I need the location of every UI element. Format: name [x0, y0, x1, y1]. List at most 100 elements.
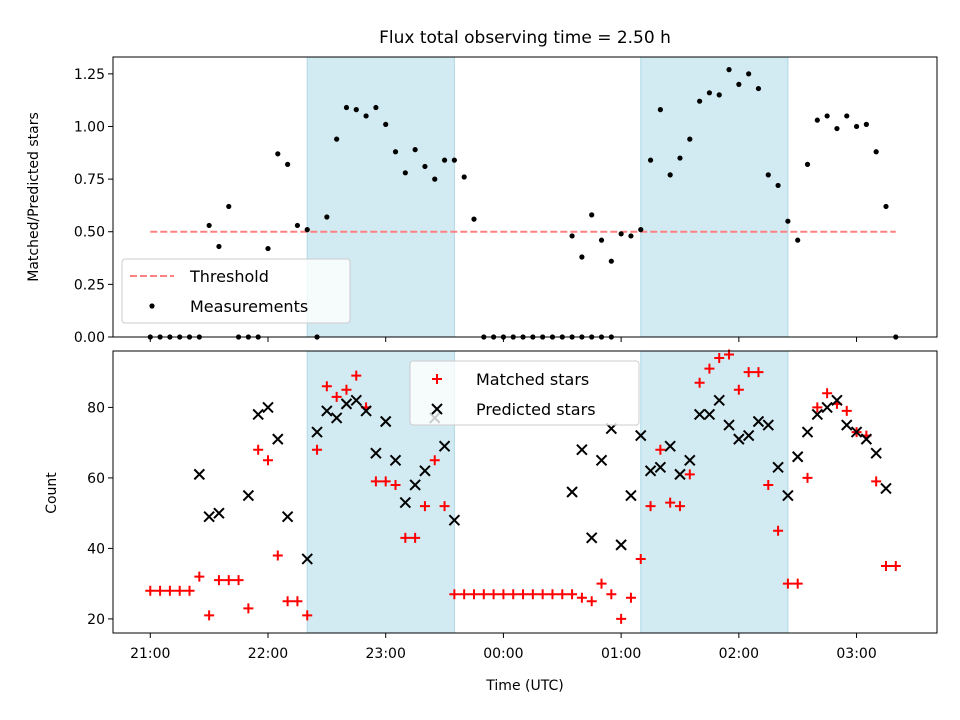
legend-threshold-label: Threshold [189, 267, 269, 286]
top-measurements-point-77 [853, 123, 860, 130]
bottom-matched-stars-point-2 [164, 585, 175, 596]
bottom-matched-stars-point-55 [684, 469, 695, 480]
bottom-matched-stars-point-30 [439, 501, 450, 512]
top-measurements-point-29 [432, 176, 438, 182]
bottom-matched-stars-point-51 [645, 501, 656, 512]
bottom-predicted-stars-point-30 [625, 489, 637, 502]
bottom-matched-stars-point-38 [518, 589, 529, 600]
bottom-matched-stars-point-75 [880, 561, 891, 572]
bottom-matched-stars-point-18 [321, 381, 332, 392]
bottom-matched-stars-point-20 [341, 384, 352, 395]
top-measurements-point-65 [736, 81, 742, 87]
top-measurements-point-23 [373, 104, 379, 111]
bottom-predicted-stars-point-2 [213, 507, 225, 519]
bottom-predicted-stars-point-4 [252, 408, 264, 421]
bottom-matched-stars-point-76 [890, 561, 901, 572]
top-measurements-point-71 [795, 237, 801, 243]
bottom-predicted-stars-point-17 [389, 454, 402, 466]
bottom-predicted-stars-point-35 [674, 468, 686, 481]
bottom-matched-stars-point-49 [625, 592, 636, 603]
x-tick-label-2: 23:00 [366, 646, 406, 662]
bottom-predicted-stars-point-50 [821, 401, 833, 414]
bottom-matched-stars-point-48 [616, 613, 627, 624]
bottom-matched-stars-point-12 [262, 455, 273, 466]
chart-title: Flux total observing time = 2.50 h [379, 28, 671, 48]
bottom-predicted-stars-point-45 [772, 461, 784, 474]
bottom-matched-stars-point-63 [763, 479, 774, 490]
bottom-predicted-stars-point-23 [448, 514, 461, 526]
top-measurements-point-7 [216, 243, 222, 250]
bottom-matched-stars-point-23 [370, 476, 381, 487]
legend-matched-label: Matched stars [476, 370, 589, 389]
bottom-predicted-stars-point-41 [733, 433, 745, 445]
top-measurements-point-32 [461, 174, 467, 180]
bottom-predicted-stars-point-36 [684, 454, 696, 466]
x-axis-label: Time (UTC) [485, 678, 563, 694]
legend-measurements-label: Measurements [190, 297, 308, 316]
bottom-matched-stars-point-66 [792, 578, 803, 589]
bottom-matched-stars-point-26 [400, 532, 411, 543]
bottom-predicted-stars-point-48 [801, 426, 814, 438]
bottom-matched-stars-point-50 [635, 553, 646, 564]
bottom-matched-stars-point-4 [184, 585, 195, 596]
bottom-matched-stars-point-17 [312, 444, 323, 455]
bottom-matched-stars-point-16 [302, 610, 313, 621]
top-measurements-point-69 [775, 182, 781, 189]
bottom-legend-box [409, 360, 640, 426]
top-measurements-point-13 [275, 151, 281, 157]
bottom-predicted-stars-point-29 [615, 539, 627, 551]
bottom-predicted-stars-point-22 [438, 440, 451, 452]
bottom-predicted-stars-point-32 [644, 465, 657, 477]
top-measurements-point-19 [334, 136, 340, 142]
top-measurements-point-15 [294, 222, 301, 229]
bottom-matched-stars-point-13 [272, 550, 283, 561]
bottom-predicted-stars-point-37 [693, 408, 706, 421]
bottom-matched-stars-point-27 [410, 532, 421, 543]
bottom-matched-stars-point-56 [694, 377, 705, 388]
top-measurements-point-67 [755, 85, 762, 92]
bottom-predicted-stars-point-3 [242, 489, 255, 502]
top-measurements-point-80 [883, 203, 889, 210]
bottom-predicted-stars-point-54 [860, 433, 873, 445]
bottom-predicted-stars-point-56 [880, 482, 892, 495]
top-measurements-point-60 [687, 136, 693, 142]
top-measurements-point-16 [304, 227, 310, 233]
bottom-matched-stars-point-43 [567, 589, 578, 600]
x-tick-label-1: 22:00 [248, 646, 288, 662]
top-measurements-point-28 [422, 163, 428, 170]
bottom-predicted-stars-point-19 [409, 479, 421, 491]
bottom-matched-stars-point-34 [478, 589, 489, 600]
bottom-predicted-stars-point-38 [703, 408, 716, 421]
top-measurements-point-72 [804, 161, 811, 167]
bottom-matched-stars-point-14 [282, 596, 293, 607]
top-measurements-point-64 [726, 67, 732, 73]
bottom-matched-stars-point-71 [841, 405, 852, 416]
top-measurements-point-70 [785, 218, 791, 224]
top-axes-frame [112, 56, 938, 338]
bottom-predicted-stars-point-33 [654, 461, 667, 474]
top-measurements-point-58 [667, 172, 673, 178]
bottom-predicted-stars-point-0 [193, 468, 206, 481]
bottom-matched-stars-point-35 [488, 589, 499, 600]
top-y-axis-label: Matched/Predicted stars [26, 112, 42, 282]
bottom-matched-stars-point-58 [714, 353, 725, 364]
top-legend-box [121, 258, 351, 324]
bottom-matched-stars-point-40 [537, 589, 548, 600]
bottom-matched-stars-point-29 [429, 455, 440, 466]
bottom-matched-stars-point-39 [527, 589, 538, 600]
bottom-matched-stars-point-36 [498, 589, 509, 600]
top-measurements-point-27 [412, 147, 418, 153]
bottom-matched-stars-point-7 [213, 575, 224, 586]
top-measurements-point-66 [746, 71, 752, 77]
bottom-y-tick-label-1: 40 [87, 541, 105, 557]
top-y-tick-label-3: 0.75 [74, 172, 105, 188]
bottom-predicted-stars-point-55 [870, 447, 882, 459]
bottom-matched-stars-point-74 [871, 476, 882, 487]
top-measurements-point-14 [285, 161, 291, 167]
bottom-matched-stars-point-69 [822, 388, 833, 399]
bottom-predicted-stars-point-10 [321, 405, 333, 417]
bottom-matched-stars-point-32 [459, 589, 470, 600]
bottom-predicted-stars-point-24 [566, 486, 578, 498]
